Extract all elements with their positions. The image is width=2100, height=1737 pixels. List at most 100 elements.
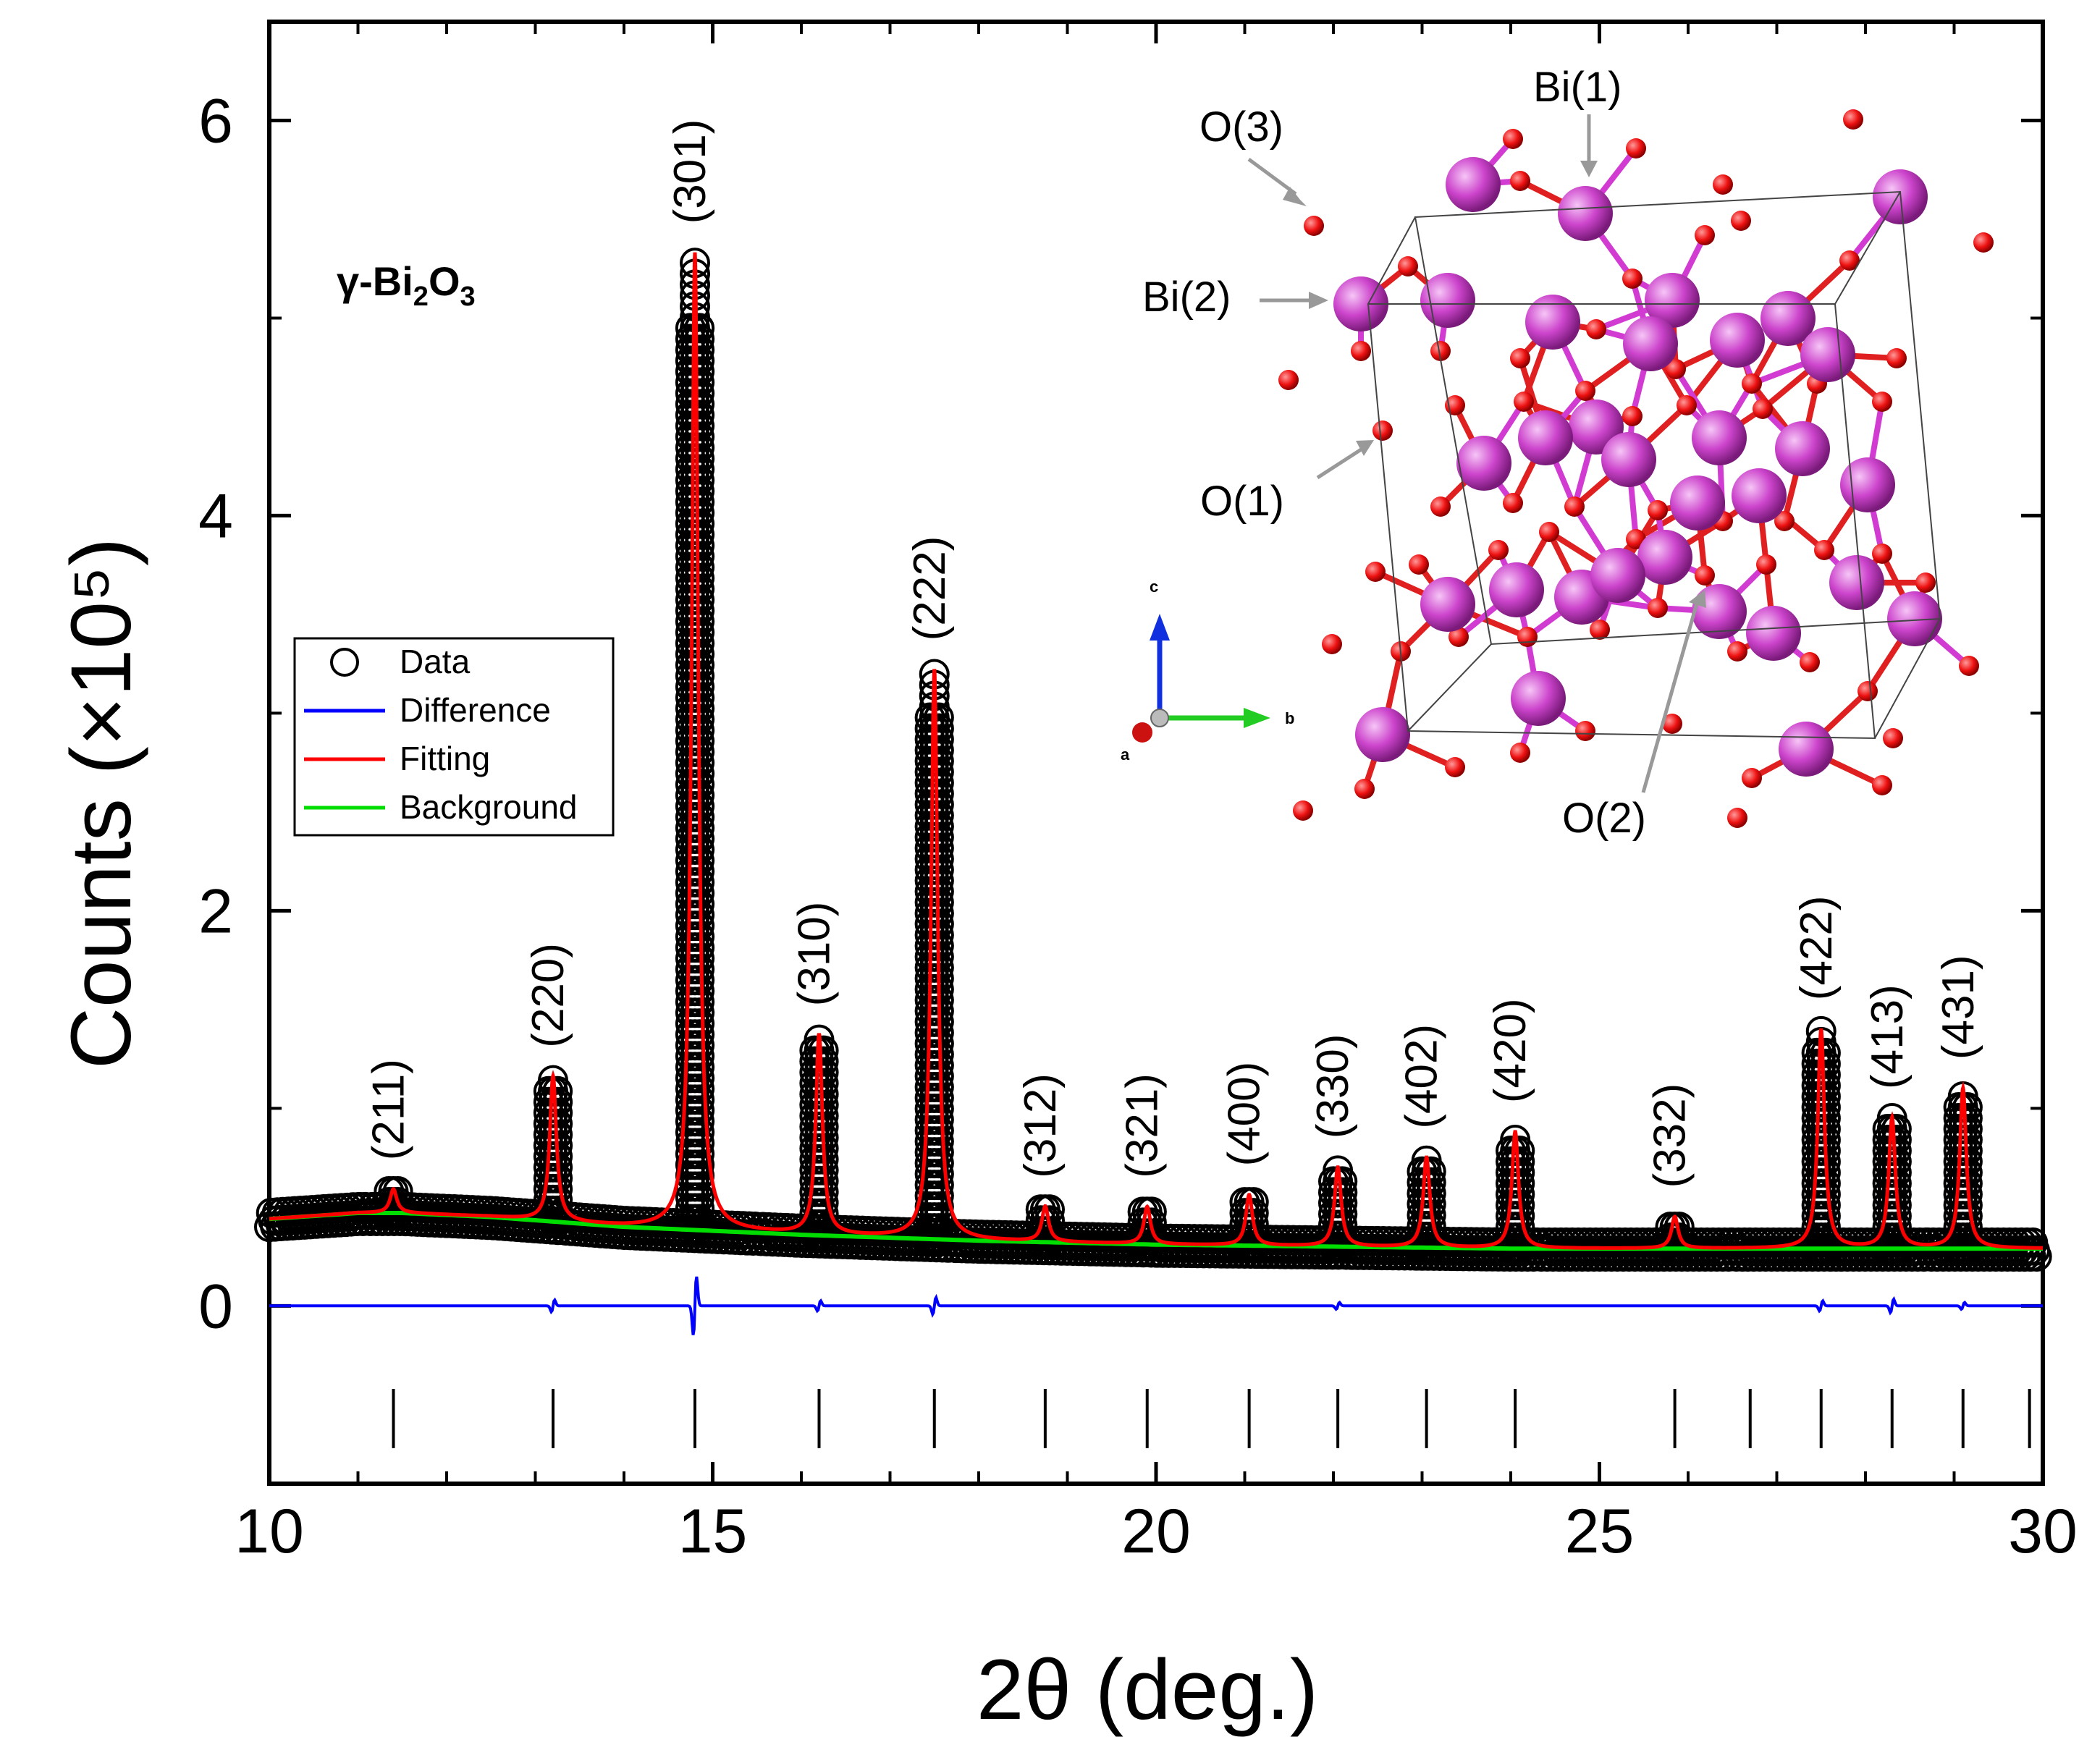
legend: Data Difference Fitting Background xyxy=(293,637,615,837)
legend-background-label: Background xyxy=(400,788,578,826)
data-point xyxy=(684,378,715,409)
oxygen-atom xyxy=(1372,420,1393,441)
bismuth-atom xyxy=(1692,584,1747,639)
data-point xyxy=(1881,1125,1912,1156)
data-point xyxy=(684,454,715,485)
bismuth-atom xyxy=(1333,276,1388,331)
data-point xyxy=(923,1072,954,1103)
data-point xyxy=(923,702,954,733)
legend-box xyxy=(293,637,615,837)
data-point xyxy=(684,954,715,985)
oxygen-atom xyxy=(1872,775,1892,795)
peak-label: (422) xyxy=(1792,895,1842,1000)
oxygen-atom xyxy=(1622,406,1643,426)
data-point xyxy=(684,1204,715,1235)
data-point xyxy=(684,1117,715,1148)
legend-data-marker xyxy=(330,648,359,677)
oxygen-atom xyxy=(1666,359,1686,379)
bismuth-atom xyxy=(1446,157,1501,212)
data-point xyxy=(808,1057,839,1088)
data-point xyxy=(923,724,954,755)
unit-cell-edge xyxy=(1874,618,1941,739)
oxygen-atom xyxy=(1626,138,1646,159)
data-point xyxy=(684,997,715,1028)
crystal-structure-inset: Bi(1) O(3) Bi(2) O(1) O(2) c b a xyxy=(1121,64,1994,842)
b-axis-label: b xyxy=(1285,709,1294,727)
data-point xyxy=(684,497,715,528)
oxygen-atom xyxy=(1278,370,1299,390)
data-point xyxy=(1810,1037,1841,1068)
peak-label: (211) xyxy=(364,1059,414,1160)
data-point xyxy=(923,713,954,744)
data-point xyxy=(684,1106,715,1137)
data-point xyxy=(923,1083,954,1114)
oxygen-atom xyxy=(1430,341,1451,361)
oxygen-atom xyxy=(1564,496,1585,517)
peak-label: (220) xyxy=(523,943,573,1048)
bismuth-atom xyxy=(1645,273,1700,328)
data-point xyxy=(684,345,715,376)
oxygen-atom xyxy=(1398,256,1418,276)
oxygen-atom xyxy=(1872,544,1892,564)
bismuth-atom xyxy=(1710,313,1765,368)
arrow-o2 xyxy=(1641,600,1700,793)
data-point xyxy=(923,778,954,809)
bismuth-atom xyxy=(1558,186,1613,241)
data-point xyxy=(684,421,715,452)
data-point xyxy=(923,767,954,798)
bismuth-atom xyxy=(1887,591,1942,646)
a-axis-marker xyxy=(1132,722,1152,743)
x-tick-label: 30 xyxy=(2008,1497,2078,1566)
peak-label: (310) xyxy=(790,902,840,1007)
peak-label: (222) xyxy=(905,536,955,641)
plot-area: 10 15 20 25 30 0 2 4 6 (211) (220) (301) (310) (222) (… xyxy=(198,20,2078,1566)
oxygen-atom xyxy=(1510,348,1530,368)
peak-label: (420) xyxy=(1485,998,1535,1103)
oxygen-atom xyxy=(1488,540,1509,560)
oxygen-atom xyxy=(1449,627,1469,647)
unit-cell-edges xyxy=(1367,190,1941,740)
orientation-axes: c b a xyxy=(1121,578,1294,764)
data-point xyxy=(684,1128,715,1159)
oxygen-atom xyxy=(1514,392,1534,412)
bismuth-atom xyxy=(1511,671,1566,726)
unit-cell-edge xyxy=(1834,191,1901,305)
oxygen-atom xyxy=(1756,554,1776,575)
oxygen-atom xyxy=(1430,496,1451,517)
structure-bismuth-atoms xyxy=(1333,157,1942,777)
oxygen-atom xyxy=(1742,768,1762,788)
bismuth-atom xyxy=(1420,577,1475,632)
data-point xyxy=(684,976,715,1007)
axes-origin xyxy=(1150,709,1169,727)
oxygen-atom xyxy=(1575,381,1595,401)
oxygen-atom xyxy=(1409,554,1429,575)
peak-label: (332) xyxy=(1645,1083,1695,1188)
oxygen-atom xyxy=(1915,572,1936,593)
peak-label: (301) xyxy=(665,119,715,224)
phase-label: γ-Bi2O3 xyxy=(337,258,476,312)
data-point xyxy=(923,735,954,766)
data-point xyxy=(542,1195,573,1226)
data-point xyxy=(1663,1212,1695,1243)
data-point xyxy=(684,986,715,1018)
y-axis-title: Counts (×10⁵) xyxy=(54,538,149,1069)
data-point xyxy=(1952,1103,1983,1133)
oxygen-atom xyxy=(1622,269,1643,289)
data-point xyxy=(684,367,715,398)
bismuth-atom xyxy=(1829,555,1884,610)
oxygen-atom xyxy=(1753,399,1773,419)
bismuth-atom xyxy=(1840,457,1895,512)
unit-cell-edge xyxy=(1407,643,1492,732)
y-tick-label: 2 xyxy=(198,876,233,946)
data-point xyxy=(684,334,715,365)
oxygen-atom xyxy=(1731,211,1751,231)
peak-label: (413) xyxy=(1863,984,1913,1089)
oxygen-atom xyxy=(1445,757,1465,777)
data-point xyxy=(684,1149,715,1180)
data-point xyxy=(684,486,715,517)
oxygen-atom xyxy=(1662,714,1682,734)
x-tick-label: 20 xyxy=(1121,1497,1191,1566)
data-point xyxy=(1810,1048,1841,1079)
data-point xyxy=(923,756,954,787)
oxygen-atom xyxy=(1293,800,1313,821)
